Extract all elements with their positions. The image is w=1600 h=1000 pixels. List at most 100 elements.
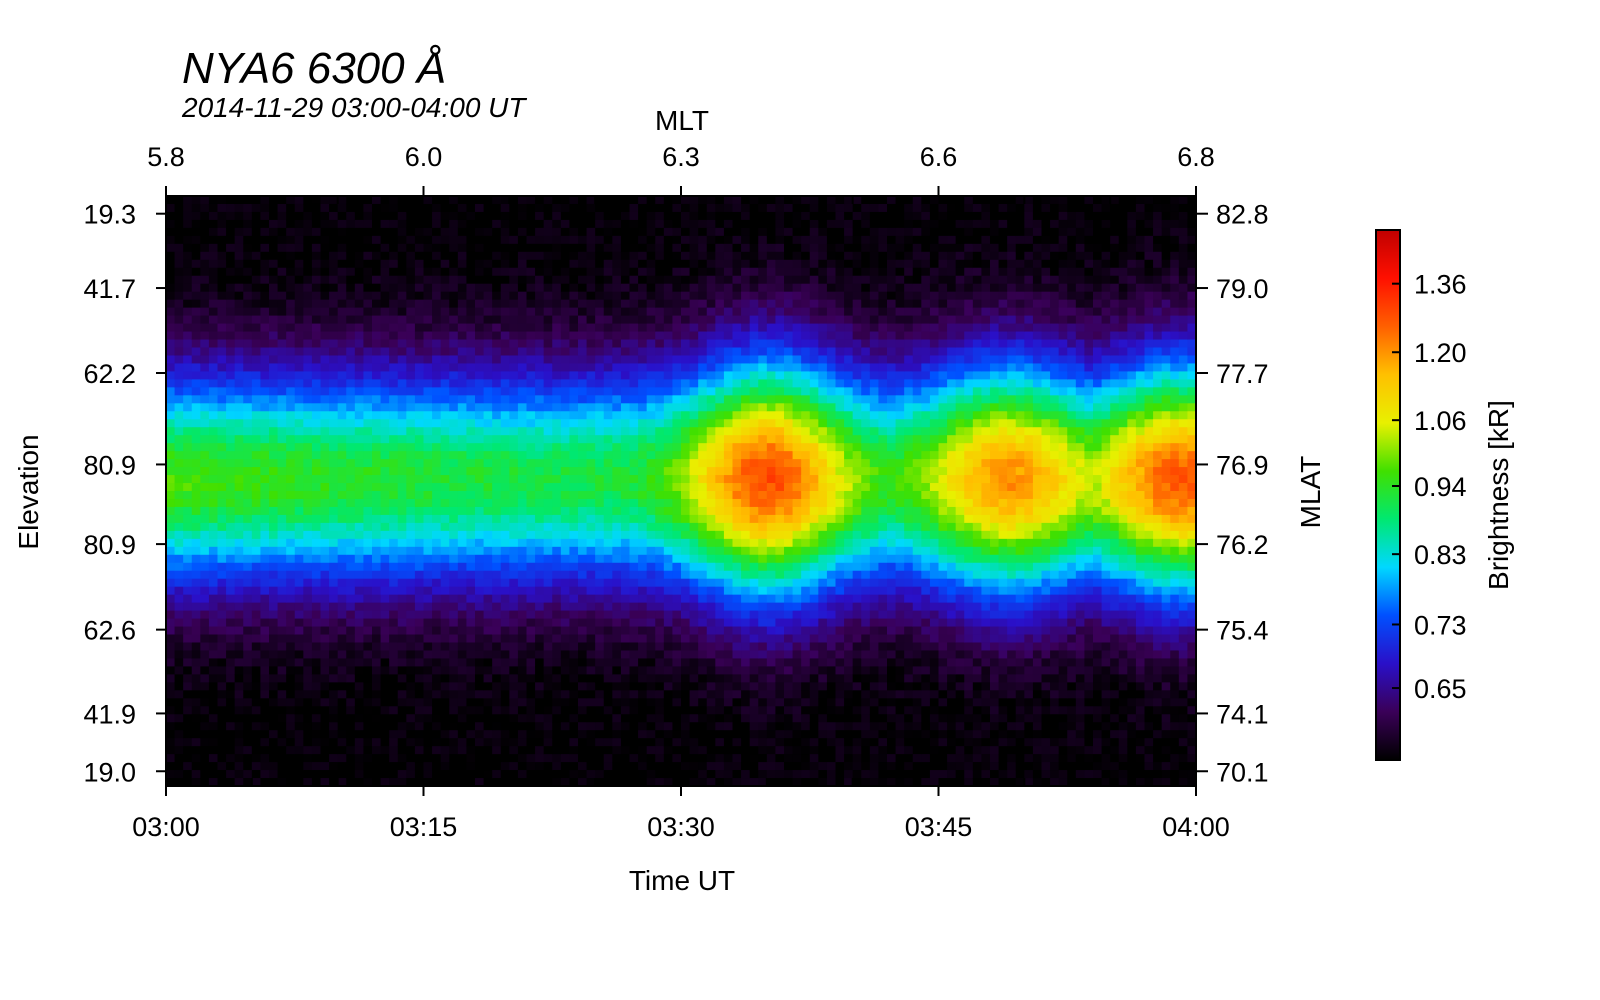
heatmap-cell xyxy=(698,618,708,628)
heatmap-cell xyxy=(535,355,545,365)
heatmap-cell xyxy=(578,578,588,588)
heatmap-cell xyxy=(715,259,725,269)
heatmap-cell xyxy=(509,203,519,213)
heatmap-cell xyxy=(483,498,493,508)
heatmap-cell xyxy=(183,331,193,341)
heatmap-cell xyxy=(638,530,648,540)
heatmap-cell xyxy=(440,267,450,277)
heatmap-cell xyxy=(620,602,631,612)
heatmap-cell xyxy=(363,203,373,213)
heatmap-cell xyxy=(612,291,622,301)
heatmap-cell xyxy=(354,411,365,420)
heatmap-cell xyxy=(723,706,734,715)
heatmap-cell xyxy=(191,259,201,269)
heatmap-cell xyxy=(500,706,510,715)
heatmap-cell xyxy=(466,634,476,644)
heatmap-cell xyxy=(208,459,219,468)
heatmap-cell xyxy=(234,435,244,444)
heatmap-cell xyxy=(466,435,476,444)
heatmap-cell xyxy=(629,491,639,500)
heatmap-cell xyxy=(612,530,622,540)
heatmap-cell xyxy=(260,419,270,428)
heatmap-cell xyxy=(208,626,219,636)
heatmap-cell xyxy=(389,690,399,699)
heatmap-cell xyxy=(217,403,227,412)
heatmap-cell xyxy=(372,459,382,468)
heatmap-cell xyxy=(303,483,313,492)
heatmap-cell xyxy=(526,371,536,380)
heatmap-cell xyxy=(603,323,613,333)
heatmap-cell xyxy=(483,467,493,476)
heatmap-cell xyxy=(337,666,347,675)
heatmap-cell xyxy=(337,451,347,460)
heatmap-cell xyxy=(500,682,510,691)
heatmap-cell xyxy=(603,778,613,787)
heatmap-cell xyxy=(200,219,210,229)
heatmap-cell xyxy=(251,435,262,444)
heatmap-cell xyxy=(578,626,588,636)
heatmap-cell xyxy=(526,443,536,452)
heatmap-cell xyxy=(706,443,716,452)
heatmap-cell xyxy=(706,451,716,460)
heatmap-cell xyxy=(329,299,339,309)
heatmap-cell xyxy=(217,594,227,604)
heatmap-cell xyxy=(406,530,416,540)
heatmap-cell xyxy=(406,650,416,660)
heatmap-cell xyxy=(569,355,579,365)
heatmap-cell xyxy=(303,331,313,341)
heatmap-cell xyxy=(260,578,270,588)
heatmap-cell xyxy=(440,323,450,333)
heatmap-cell xyxy=(612,379,622,388)
heatmap-cell xyxy=(706,307,716,317)
heatmap-cell xyxy=(457,666,468,675)
heatmap-cell xyxy=(741,443,751,452)
heatmap-cell xyxy=(372,610,382,620)
heatmap-cell xyxy=(226,219,236,229)
heatmap-cell xyxy=(440,403,450,412)
heatmap-cell xyxy=(457,522,468,532)
heatmap-cell xyxy=(723,778,734,787)
heatmap-cell xyxy=(277,315,287,325)
heatmap-cell xyxy=(166,554,176,564)
heatmap-cell xyxy=(526,586,536,596)
heatmap-cell xyxy=(681,722,691,731)
heatmap-cell xyxy=(286,467,296,476)
heatmap-cell xyxy=(535,283,545,293)
heatmap-cell xyxy=(372,291,382,301)
heatmap-cell xyxy=(681,299,691,309)
heatmap-cell xyxy=(286,762,296,771)
heatmap-cell xyxy=(723,307,734,317)
heatmap-cell xyxy=(329,275,339,285)
heatmap-cell xyxy=(706,243,716,253)
heatmap-cell xyxy=(663,491,674,500)
heatmap-cell xyxy=(337,506,347,516)
heatmap-cell xyxy=(655,283,665,293)
heatmap-cell xyxy=(578,443,588,452)
heatmap-cell xyxy=(560,467,571,476)
heatmap-cell xyxy=(397,546,407,556)
heatmap-cell xyxy=(191,467,201,476)
heatmap-cell xyxy=(552,355,562,365)
heatmap-cell xyxy=(466,363,476,372)
heatmap-cell xyxy=(526,778,536,787)
heatmap-cell xyxy=(681,506,691,516)
heatmap-cell xyxy=(260,522,270,532)
heatmap-cell xyxy=(432,259,442,269)
heatmap-cell xyxy=(311,618,322,628)
heatmap-cell xyxy=(715,610,725,620)
heatmap-cell xyxy=(166,275,176,285)
heatmap-cell xyxy=(251,682,262,691)
heatmap-cell xyxy=(560,387,571,396)
heatmap-cell xyxy=(663,459,674,468)
heatmap-cell xyxy=(586,626,596,636)
heatmap-cell xyxy=(586,514,596,524)
heatmap-cell xyxy=(269,562,279,572)
heatmap-cell xyxy=(260,658,270,667)
heatmap-cell xyxy=(372,435,382,444)
heatmap-cell xyxy=(363,586,373,596)
heatmap-cell xyxy=(277,514,287,524)
heatmap-cell xyxy=(586,459,596,468)
heatmap-cell xyxy=(397,698,407,707)
heatmap-cell xyxy=(217,299,227,309)
heatmap-cell xyxy=(414,483,425,492)
